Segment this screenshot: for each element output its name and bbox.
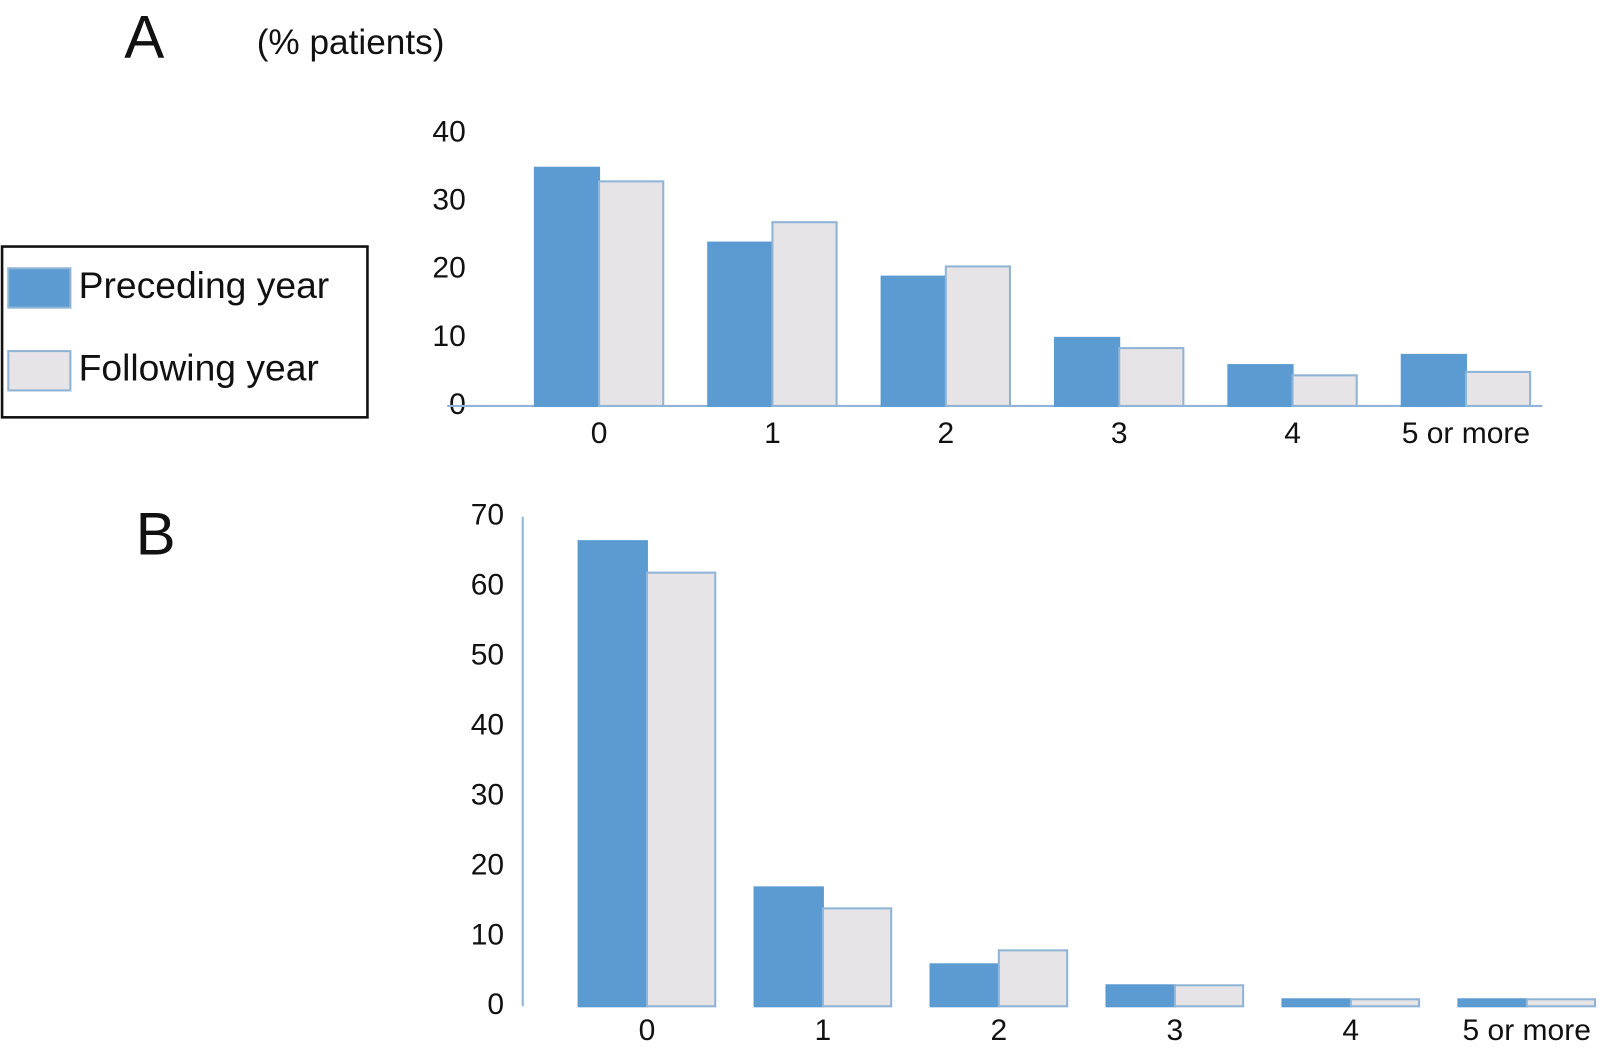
- x-tick-label: 0: [591, 417, 608, 450]
- bar: [1464, 370, 1532, 407]
- y-tick-label: 20: [432, 252, 465, 285]
- bar: [929, 963, 1000, 1008]
- y-tick-label: 10: [432, 320, 465, 353]
- y-tick-label: 60: [471, 569, 504, 602]
- x-tick-label: 3: [1111, 417, 1128, 450]
- y-tick-label: 0: [449, 388, 466, 421]
- bar: [707, 241, 774, 407]
- bar: [771, 221, 838, 407]
- y-tick-label: 50: [471, 639, 504, 672]
- y-tick-label: 0: [487, 988, 504, 1021]
- x-tick-label: 5 or more: [1463, 1014, 1591, 1047]
- y-tick-label: 40: [471, 708, 504, 741]
- y-tick-label: 30: [471, 778, 504, 811]
- bar: [1457, 998, 1528, 1008]
- x-tick-label: 1: [764, 417, 781, 450]
- bar: [1525, 998, 1597, 1008]
- y-tick-label: 40: [432, 116, 465, 149]
- legend-label: Preceding year: [79, 264, 330, 306]
- legend-swatch: [7, 350, 72, 392]
- bar: [821, 907, 893, 1008]
- panel-label: A: [124, 3, 164, 70]
- bar: [1173, 984, 1245, 1008]
- x-tick-label: 2: [937, 417, 954, 450]
- y-tick-label: 70: [471, 499, 504, 532]
- x-tick-label: 2: [991, 1014, 1008, 1047]
- x-tick-label: 3: [1166, 1014, 1183, 1047]
- bar: [577, 540, 648, 1008]
- x-tick-label: 5 or more: [1402, 417, 1530, 450]
- bar: [997, 949, 1069, 1008]
- bar: [880, 275, 947, 407]
- bar: [1291, 374, 1358, 407]
- bar: [1053, 336, 1121, 407]
- bar: [1349, 998, 1421, 1008]
- bar: [1227, 364, 1294, 407]
- bar: [1105, 984, 1176, 1008]
- y-axis-label: (% patients): [257, 23, 445, 62]
- x-tick-label: 0: [639, 1014, 656, 1047]
- bar: [598, 180, 665, 407]
- x-tick-label: 4: [1284, 417, 1301, 450]
- bar: [753, 886, 824, 1008]
- y-tick-label: 10: [471, 918, 504, 951]
- x-tick-label: 1: [815, 1014, 832, 1047]
- panel-label: B: [136, 500, 176, 567]
- bar: [533, 166, 601, 407]
- x-tick-label: 4: [1342, 1014, 1359, 1047]
- bar: [1400, 353, 1467, 407]
- bar: [645, 571, 717, 1008]
- bar: [944, 265, 1012, 407]
- legend-label: Following year: [79, 347, 319, 389]
- y-tick-label: 30: [432, 184, 465, 217]
- legend-swatch: [7, 267, 72, 309]
- y-tick-label: 20: [471, 848, 504, 881]
- bar: [1281, 998, 1352, 1008]
- bar: [1118, 347, 1185, 407]
